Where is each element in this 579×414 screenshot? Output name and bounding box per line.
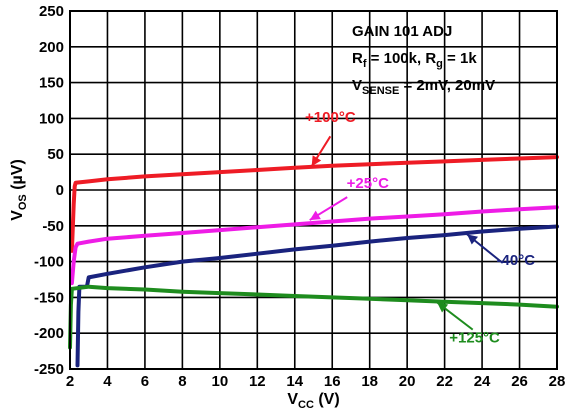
annotation-resistors: Rf = 100k, Rg = 1k (352, 50, 477, 70)
y-tick-label: 200 (39, 39, 64, 56)
annotation-v-main: V (352, 77, 362, 94)
x-axis-label-main: V (287, 391, 298, 408)
series-label-plus25c: +25°C (347, 175, 389, 192)
series-line-100c (69, 155, 559, 253)
x-tick-label: 12 (249, 373, 266, 390)
x-tick-label: 24 (474, 373, 491, 390)
series-line-125c (68, 284, 559, 350)
x-tick-label: 16 (324, 373, 341, 390)
annotation-rg-value: = 1k (443, 50, 477, 67)
y-tick-label: 250 (39, 3, 64, 20)
series-group (68, 155, 559, 368)
annotation-sense-sub: SENSE (362, 85, 399, 97)
annotation-rg-sub: g (436, 58, 443, 70)
series-label-arrowhead-plus25c (309, 210, 321, 221)
y-axis-label-unit: (µV) (9, 159, 26, 194)
x-tick-label: 20 (399, 373, 416, 390)
series-label-arrowhead-minus40c (467, 234, 479, 245)
x-tick-label: 28 (549, 373, 566, 390)
x-axis-label-sub: CC (298, 399, 314, 411)
annotation-rf-value: = 100k, R (367, 50, 437, 67)
tick-labels: 2 4 6 8 10 12 14 16 18 20 22 24 26 28250200150100500-… (34, 3, 565, 390)
annotation-gain: GAIN 101 ADJ (352, 23, 452, 40)
x-tick-label: 26 (511, 373, 528, 390)
y-axis-label-main: V (9, 210, 26, 221)
y-tick-label: 0 (56, 182, 64, 199)
y-tick-label: -200 (34, 325, 64, 342)
y-axis-label-sub: OS (17, 194, 29, 210)
y-tick-label: -100 (34, 254, 64, 271)
series-label-arrowhead-plus125c (437, 302, 449, 313)
x-axis-label-unit: (V) (314, 391, 340, 408)
plot-frame (69, 10, 558, 370)
y-axis-label: VOS (µV) (9, 159, 29, 221)
annotation-box: GAIN 101 ADJ Rf = 100k, Rg = 1k VSENSE =… (352, 23, 495, 97)
x-tick-label: 22 (436, 373, 453, 390)
x-tick-label: 6 (141, 373, 149, 390)
x-tick-label: 8 (178, 373, 186, 390)
y-tick-label: 100 (39, 110, 64, 127)
annotation-r-main: R (352, 50, 363, 67)
x-tick-label: 2 (66, 373, 74, 390)
series-label-plus100c: +100°C (305, 109, 356, 126)
series-label-minus40c: -40°C (497, 252, 536, 269)
y-tick-label: 150 (39, 75, 64, 92)
annotation-vsense: VSENSE = 2mV, 20mV (352, 77, 495, 97)
x-axis-label: VCC (V) (287, 391, 339, 411)
series-line-25c (69, 205, 559, 286)
x-tick-label: 4 (103, 373, 112, 390)
series-label-arrowhead-plus100c (311, 155, 322, 167)
series-labels: +100°C +25°C -40°C +125°C (305, 109, 535, 347)
y-tick-label: -150 (34, 289, 64, 306)
y-tick-label: 50 (47, 146, 64, 163)
annotation-vsense-value: = 2mV, 20mV (399, 77, 495, 94)
x-tick-label: 10 (212, 373, 229, 390)
y-tick-label: -50 (42, 218, 64, 235)
x-tick-label: 18 (361, 373, 378, 390)
series-label-plus125c: +125°C (449, 330, 500, 347)
y-tick-label: -250 (34, 361, 64, 378)
grid (70, 11, 557, 369)
annotation-rf-sub: f (363, 58, 367, 70)
x-tick-label: 14 (286, 373, 303, 390)
